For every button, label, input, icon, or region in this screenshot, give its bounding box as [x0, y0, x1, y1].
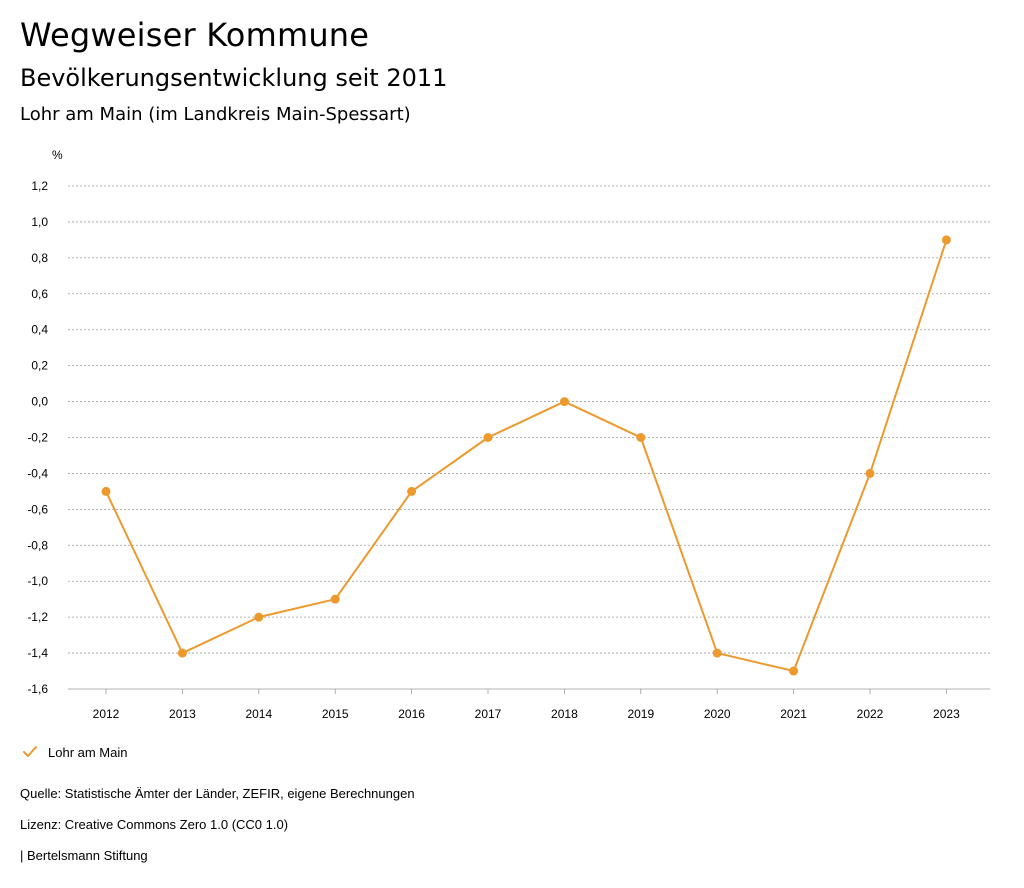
series-line — [105, 239, 948, 673]
data-point-2017[interactable] — [483, 433, 493, 442]
license-note: Lizenz: Creative Commons Zero 1.0 (CC0 1… — [20, 817, 289, 832]
x-tick-label: 2012 — [93, 707, 120, 721]
x-tick-label: 2020 — [704, 707, 731, 721]
page-title: Wegweiser Kommune — [20, 16, 370, 54]
y-axis-ticks: 1,2 1,0 0,8 0,6 0,4 0,2 0,0 -0,2 -0,4 -0,6 -0,8 -1,… — [27, 179, 48, 696]
x-tick-label: 2021 — [780, 707, 807, 721]
series-lohr-am-main — [101, 235, 951, 676]
line-chart: % 1,2 1,0 0,8 0,6 0,4 0,2 0,0 -0,2 -0,4 -0,6 -0,8 -… — [27, 148, 990, 721]
x-tick-label: 2022 — [857, 707, 884, 721]
x-tick-label: 2015 — [322, 707, 349, 721]
y-tick-label: -1,4 — [27, 646, 48, 660]
grid-lines — [68, 185, 990, 690]
y-tick-label: 0,6 — [31, 287, 48, 301]
y-tick-label: -0,4 — [27, 466, 48, 480]
y-tick-label: -1,6 — [27, 682, 48, 696]
data-point-2018[interactable] — [559, 397, 569, 407]
data-point-2014[interactable] — [254, 612, 264, 622]
legend-label: Lohr am Main — [48, 744, 128, 760]
x-tick-label: 2023 — [933, 707, 960, 721]
y-tick-label: 0,2 — [31, 359, 48, 373]
x-tick-label: 2017 — [475, 707, 502, 721]
data-point-2019[interactable] — [636, 433, 646, 442]
chart-subtitle: Bevölkerungsentwicklung seit 2011 — [20, 64, 448, 92]
data-point-2016[interactable] — [407, 486, 417, 496]
check-icon — [23, 746, 37, 757]
legend-item-lohr-am-main[interactable]: Lohr am Main — [22, 744, 127, 760]
publisher-note: | Bertelsmann Stiftung — [20, 848, 148, 863]
x-tick-label: 2016 — [398, 707, 425, 721]
y-tick-label: -1,0 — [27, 574, 48, 588]
y-tick-label: -0,2 — [27, 431, 48, 445]
y-axis-unit-label: % — [52, 148, 63, 162]
data-point-2013[interactable] — [177, 648, 187, 658]
x-tick-label: 2014 — [245, 707, 272, 721]
y-tick-label: 1,0 — [31, 215, 48, 229]
place-heading: Lohr am Main (im Landkreis Main-Spessart… — [20, 104, 411, 125]
y-tick-label: 0,4 — [31, 323, 48, 337]
x-tick-label: 2019 — [627, 707, 654, 721]
data-point-2012[interactable] — [101, 486, 111, 496]
source-note: Quelle: Statistische Ämter der Länder, Z… — [20, 786, 415, 801]
data-point-2015[interactable] — [330, 594, 340, 604]
data-point-2022[interactable] — [865, 468, 875, 478]
y-tick-label: -1,2 — [27, 610, 48, 624]
data-point-2023[interactable] — [941, 235, 951, 245]
y-tick-label: 0,8 — [31, 251, 48, 265]
x-axis-ticks: 2012 2013 2014 2015 2016 2017 2018 2019 2020 2021… — [93, 689, 960, 721]
y-tick-label: 0,0 — [31, 395, 48, 409]
x-tick-label: 2013 — [169, 707, 196, 721]
x-tick-label: 2018 — [551, 707, 578, 721]
y-tick-label: 1,2 — [31, 179, 48, 193]
data-point-2020[interactable] — [712, 648, 722, 658]
y-tick-label: -0,6 — [27, 502, 48, 516]
y-tick-label: -0,8 — [27, 538, 48, 552]
data-point-2021[interactable] — [789, 666, 799, 676]
